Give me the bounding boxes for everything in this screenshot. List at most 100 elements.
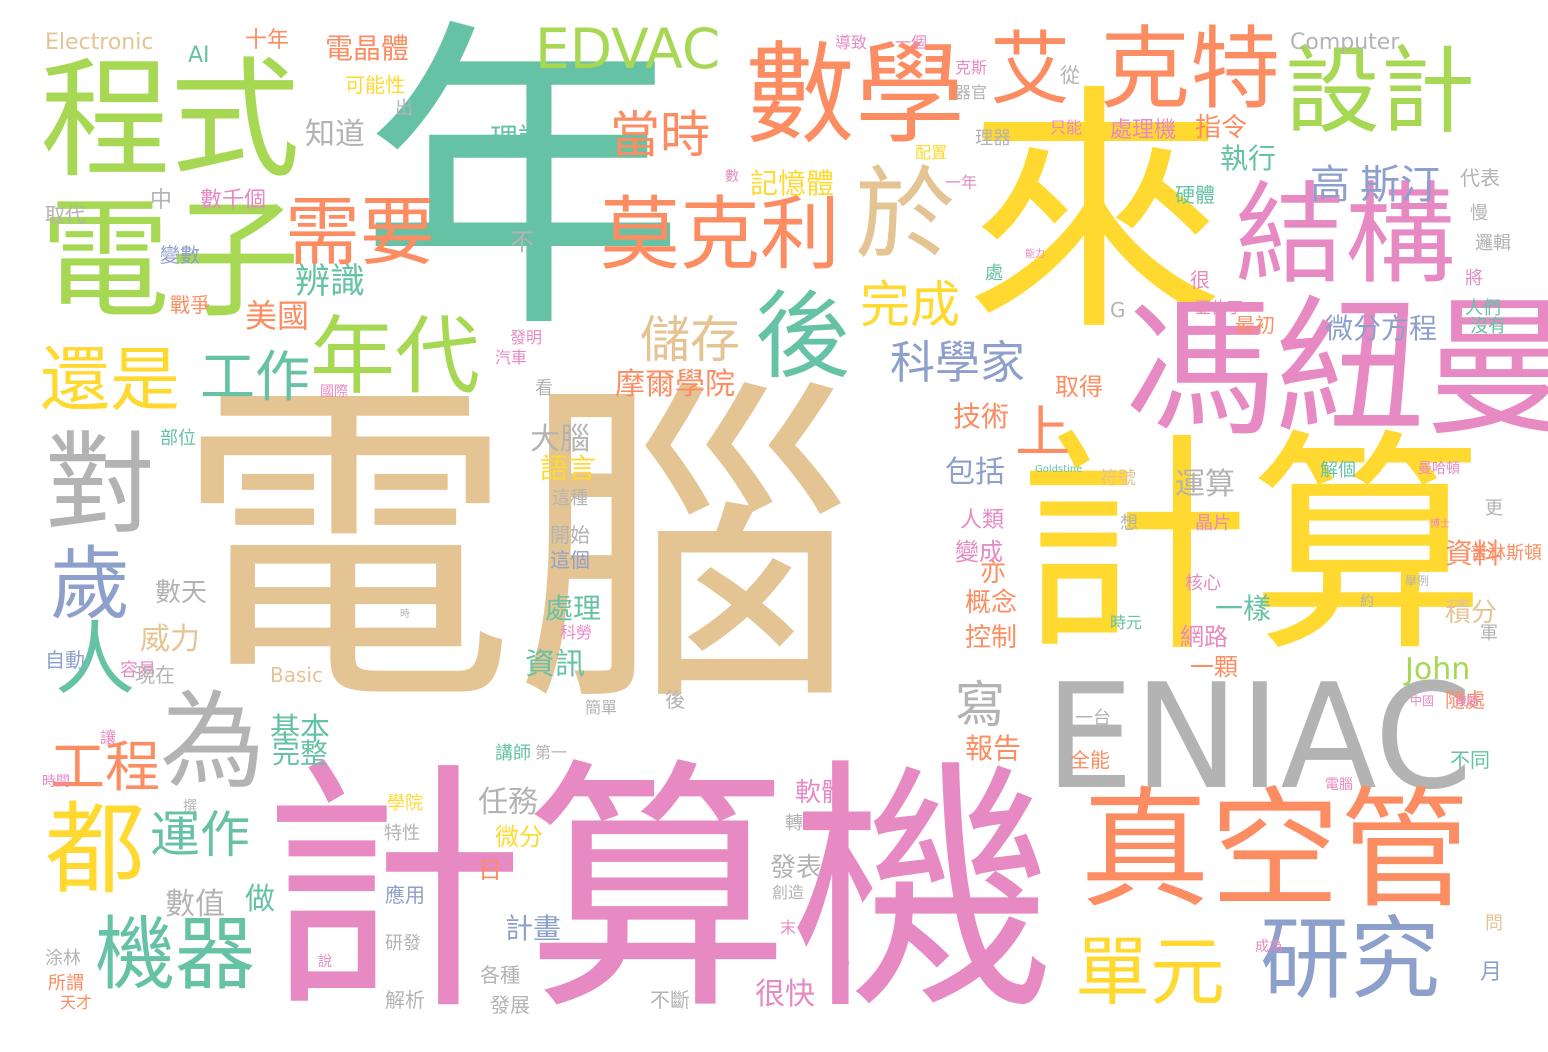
cloud-word: 都 bbox=[45, 791, 145, 908]
cloud-word: 取代 bbox=[45, 203, 85, 227]
cloud-word: Electronic bbox=[45, 30, 154, 55]
cloud-word: 各種 bbox=[480, 963, 520, 987]
cloud-word: 後 bbox=[755, 282, 851, 392]
cloud-word: Goldstine bbox=[1035, 464, 1083, 475]
cloud-word: 指令 bbox=[1195, 113, 1248, 143]
cloud-word: 發展 bbox=[490, 993, 530, 1017]
cloud-word: 複雜 bbox=[1455, 694, 1480, 708]
cloud-word: 年 bbox=[360, 0, 685, 372]
cloud-word: 部位 bbox=[160, 428, 196, 449]
cloud-word: 完成 bbox=[860, 276, 960, 334]
cloud-word: 結構 bbox=[1235, 171, 1455, 299]
cloud-word: 記憶體 bbox=[750, 167, 835, 200]
cloud-word: 戰爭 bbox=[170, 293, 210, 317]
cloud-word: 解個 bbox=[1320, 460, 1356, 481]
cloud-word: 涂林 bbox=[45, 948, 81, 969]
cloud-word: 微分方程 bbox=[1325, 312, 1438, 345]
cloud-word: 出 bbox=[395, 98, 413, 119]
cloud-word: John bbox=[1405, 652, 1471, 687]
cloud-word: 一樣 bbox=[1215, 592, 1272, 625]
cloud-word: 年代 bbox=[310, 308, 481, 407]
cloud-word: 設計 bbox=[1285, 37, 1476, 147]
cloud-word: Computer bbox=[1290, 30, 1400, 55]
cloud-word: 讓 bbox=[100, 728, 117, 747]
cloud-word: 說 bbox=[318, 954, 332, 970]
cloud-word: 來 bbox=[965, 64, 1225, 366]
cloud-word: 轉 bbox=[785, 813, 803, 834]
cloud-word: 大腦 bbox=[530, 422, 590, 457]
cloud-word: 馮紐曼 bbox=[1125, 283, 1548, 457]
cloud-word: 容易 bbox=[120, 660, 156, 681]
cloud-word: 理論 bbox=[490, 122, 547, 155]
cloud-word: 國際 bbox=[320, 384, 348, 400]
cloud-word: 現在 bbox=[135, 663, 175, 687]
cloud-word: 為 bbox=[160, 681, 266, 803]
cloud-word: 更 bbox=[1485, 498, 1503, 519]
cloud-word: 只能 bbox=[1050, 118, 1083, 137]
cloud-word: 威力 bbox=[140, 622, 200, 657]
cloud-word: 工程 bbox=[50, 735, 161, 799]
cloud-word: 器官 bbox=[955, 83, 988, 102]
cloud-word: 處 bbox=[985, 263, 1003, 284]
cloud-word: 電子 bbox=[40, 184, 301, 336]
cloud-word: 第一 bbox=[535, 743, 568, 762]
cloud-word: 電晶體 bbox=[325, 32, 410, 65]
cloud-word: 天才 bbox=[60, 993, 93, 1012]
cloud-word: 成為 bbox=[1255, 939, 1283, 955]
cloud-word: 辨識 bbox=[295, 262, 366, 302]
cloud-word: 全能 bbox=[1070, 748, 1110, 772]
cloud-word: 最初 bbox=[1235, 313, 1275, 337]
cloud-word: 歲 bbox=[50, 538, 130, 631]
cloud-word: 數天 bbox=[155, 578, 208, 608]
cloud-word: 電腦 bbox=[1325, 777, 1353, 793]
cloud-word: 符號 bbox=[1100, 468, 1136, 489]
cloud-word: 導致 bbox=[835, 33, 868, 52]
cloud-word: 後 bbox=[665, 688, 685, 712]
cloud-word: 想 bbox=[1120, 513, 1138, 534]
cloud-word: 一顆 bbox=[1190, 653, 1238, 681]
cloud-word: 數值 bbox=[165, 887, 225, 922]
cloud-word: 取得 bbox=[1055, 373, 1103, 401]
cloud-word: 於 bbox=[855, 156, 955, 273]
cloud-word: 人 bbox=[55, 613, 135, 706]
cloud-word: G bbox=[1110, 298, 1126, 322]
cloud-word: 數學 bbox=[745, 31, 965, 159]
cloud-word: 莫克利 bbox=[600, 188, 840, 281]
cloud-word: 人們 bbox=[1465, 298, 1501, 319]
cloud-word: 計算機 bbox=[260, 738, 1055, 1046]
cloud-word: 單元 bbox=[1075, 928, 1226, 1016]
cloud-word: 程式 bbox=[40, 44, 301, 196]
cloud-word: 一年 bbox=[945, 173, 978, 192]
cloud-word: 不斷 bbox=[650, 988, 690, 1012]
cloud-word: 對 bbox=[45, 421, 155, 549]
cloud-word: 資訊 bbox=[525, 647, 585, 682]
cloud-word: 普林斯頓 bbox=[1470, 543, 1542, 564]
cloud-word: 完整 bbox=[272, 737, 329, 770]
cloud-word: 月 bbox=[1480, 960, 1503, 985]
cloud-word: 十年 bbox=[245, 28, 290, 53]
cloud-word: 變成 bbox=[955, 538, 1003, 566]
cloud-word: 一台 bbox=[1075, 708, 1111, 729]
cloud-word: 不同 bbox=[1450, 748, 1490, 772]
cloud-word: 研究 bbox=[1260, 907, 1440, 1012]
cloud-word: 研發 bbox=[385, 933, 421, 954]
cloud-word: 理器 bbox=[975, 128, 1011, 149]
cloud-word: 講師 bbox=[495, 743, 531, 764]
cloud-word: 隨處 bbox=[1445, 688, 1485, 712]
cloud-word: 創造 bbox=[772, 883, 805, 902]
cloud-word: 概念 bbox=[965, 588, 1018, 618]
cloud-word: 儲存 bbox=[640, 311, 740, 369]
cloud-word: 執行 bbox=[1220, 142, 1277, 175]
cloud-word: 撰 bbox=[183, 799, 197, 815]
cloud-word: 當時 bbox=[610, 106, 710, 164]
cloud-word: 從 bbox=[1060, 63, 1080, 87]
cloud-word: 很快 bbox=[755, 977, 815, 1012]
cloud-word: 馬 bbox=[836, 954, 850, 970]
cloud-word: 積分 bbox=[1445, 598, 1498, 628]
cloud-word: 語言 bbox=[540, 452, 597, 485]
cloud-word: 做 bbox=[245, 882, 275, 917]
cloud-word: 末 bbox=[780, 918, 797, 937]
cloud-word: 數千個 bbox=[200, 188, 267, 213]
cloud-word: 日 bbox=[478, 856, 502, 884]
cloud-word: 一個 bbox=[895, 33, 928, 52]
